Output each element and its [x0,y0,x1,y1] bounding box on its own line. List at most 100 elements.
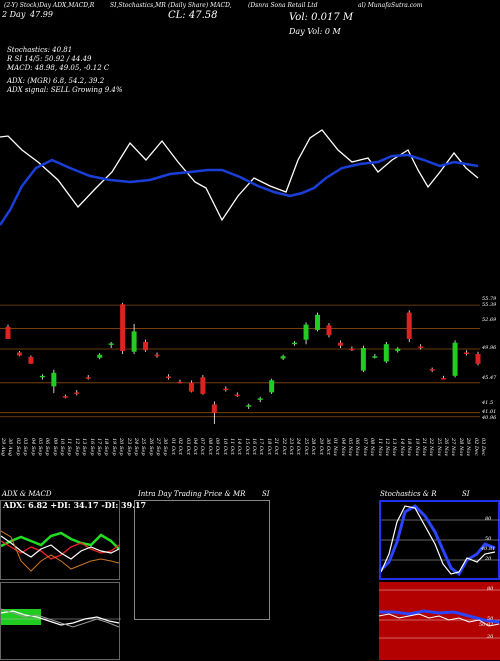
date-label: 16 Sep [88,438,95,456]
macd-histogram [1,609,41,625]
date-label: 26 Nov [443,438,450,457]
indicator-adx: ADX: (MGR) 6.8, 54.2, 39.2 [7,77,105,85]
overview-lines [0,129,479,226]
date-label: 02 Oct [177,438,184,455]
overview-white-line [0,129,479,222]
candle-body [211,404,217,413]
price-label: 55.39 [482,302,497,308]
date-label: 04 Oct [192,438,198,455]
macd-panel [0,582,121,660]
candle-body [223,388,229,391]
price-label: 40.96 [482,415,497,421]
candle-body [349,348,355,351]
adx-white-line [1,535,120,560]
candle-body [326,325,332,336]
date-label: 01 Nov [332,438,339,457]
date-label: 15 Oct [243,438,250,455]
macd-white-line [1,610,120,626]
stochastics-lines [381,504,499,577]
date-label: 09 Sep [51,438,58,456]
adx-green-line [1,531,120,550]
date-label: 24 Sep [132,438,139,456]
date-label: 30 Aug [7,438,14,456]
candle-body [62,396,68,398]
overview-ema-line [0,153,479,226]
candle-body [165,376,171,379]
candle-body [429,369,435,371]
candle-body [5,326,11,339]
candle-body [441,378,447,380]
date-label: 17 Sep [96,438,102,456]
date-label: 05 Sep [36,438,43,456]
stoch-tick: 80 [485,516,492,522]
date-label: 25 Nov [435,438,442,457]
rsi-lines [379,589,500,639]
stoch-title: Stochastics & R [380,490,437,498]
candle-body [280,356,286,359]
candle-body [337,342,343,346]
date-label: 08 Oct [206,438,213,455]
candle-body [360,347,366,371]
date-label: 03 Oct [184,438,191,455]
candle-body [188,382,194,392]
indicator-macd: MACD: 48.98, 49.05, -0.12 C [7,64,110,72]
date-label: 25 Sep [140,438,147,456]
date-label: 16 Oct [251,438,258,455]
candle-body [74,392,80,394]
rsi-last: 50.92 [479,622,494,628]
candlestick-chart [0,302,481,424]
date-label: 04 Sep [29,438,36,456]
header-line1b: SI,Stochastics,MR [110,2,166,9]
candle-body [315,314,321,330]
indicator-rsi: R SI 14/5: 50.92 / 44.49 [7,55,92,63]
date-label: 08 Nov [369,438,376,457]
candle-body [39,375,45,378]
date-label: 10 Sep [59,438,66,456]
date-label: 12 Sep [73,438,80,456]
rsi-white-line [379,613,500,627]
candle-body [257,398,263,400]
candle-body [131,331,137,352]
price-label: 49.96 [482,345,497,351]
header-day: 2 Day [2,10,26,19]
date-label: 22 Nov [428,438,435,457]
adx-panel: ADX: 6.82 +DI: 34.17 -DI: 39.17 [0,500,146,580]
header-line1: (2-Y) Stock)Day ADX,MACD,R [4,2,95,9]
candle-body [154,354,160,357]
stoch-tick: 20 [485,556,492,562]
macd-lines [1,608,121,628]
date-label: 27 Sep [155,438,162,456]
date-label: 22 Oct [280,438,287,455]
stochastics-panel: 80 50 20 40.81 [379,500,500,580]
date-label: 29 Nov [465,438,472,457]
indicator-stochastics: Stochastics: 40.81 [7,46,73,54]
candle-body [177,381,183,384]
candle-body [85,377,91,379]
candle-body [200,377,206,394]
candle-body [395,348,401,351]
rsi-tick: 20 [487,634,494,640]
candle-body [28,356,34,364]
intraday-title: Intra Day Trading Price & MR [138,490,246,498]
price-label: 52.69 [482,317,497,323]
candle-body [303,324,309,340]
candle-body [464,352,470,354]
adx-values: ADX: 6.82 +DI: 34.17 -DI: 39.17 [3,500,147,510]
candle-body [269,380,275,393]
date-label: 07 Nov [361,438,368,457]
adx-red-line [1,540,120,560]
date-label: 02 Sep [14,438,21,456]
intraday-panel [134,500,270,620]
date-label: 18 Nov [406,438,413,457]
date-label: 14 Oct [236,438,243,455]
adx-orange-line [1,530,120,572]
header-close: CL: 47.58 [168,10,218,21]
adx-panel-title: ADX & MACD [2,490,52,498]
date-label: 19 Sep [110,438,117,456]
adx-lines [1,530,120,572]
header-price: 47.99 [30,10,53,19]
header-line1c: (Daily Share) MACD, [168,2,232,9]
date-label: 23 Oct [288,438,294,455]
date-label: 18 Oct [265,438,272,455]
stoch-tick: 50 [485,536,492,542]
